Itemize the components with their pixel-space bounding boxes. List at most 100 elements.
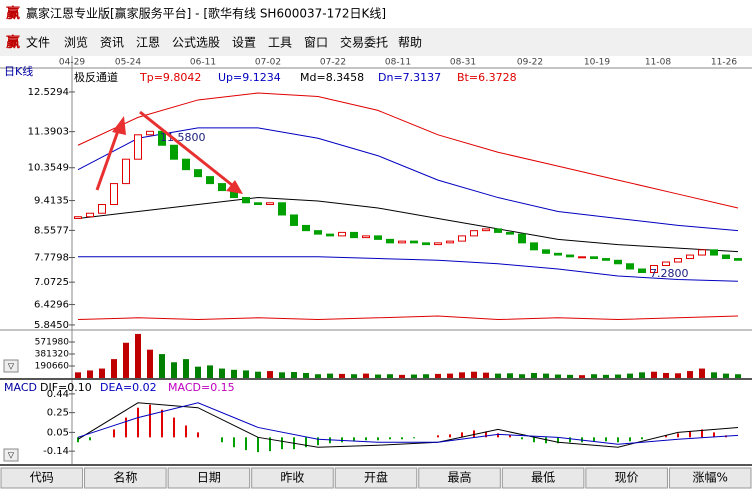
- table-header-cell[interactable]: [334, 467, 418, 489]
- y-tick-label: -0.14: [43, 446, 69, 457]
- menu-item[interactable]: 交易委托: [340, 35, 388, 50]
- volume-bar: [495, 373, 501, 378]
- table-header-cell[interactable]: [501, 467, 585, 489]
- annotation: 11.5800: [160, 131, 206, 144]
- volume-bar: [123, 342, 129, 378]
- macd-line: [77, 402, 739, 448]
- candle: [362, 235, 370, 239]
- volume-bar: [555, 374, 561, 378]
- arrows: [95, 110, 243, 194]
- candle: [278, 202, 286, 216]
- volume-bar: [315, 374, 321, 378]
- candle: [710, 249, 718, 256]
- candle: [482, 228, 490, 232]
- table-header-cell[interactable]: [668, 467, 752, 489]
- date-label: 08-31: [450, 58, 476, 68]
- scroll-glyph: ▽: [8, 362, 15, 371]
- volume-bar: [699, 368, 705, 378]
- volume-bar: [723, 373, 729, 378]
- y-tick-label: 8.5577: [34, 225, 69, 236]
- menu-item[interactable]: 江恩: [136, 36, 160, 50]
- table-header-cell[interactable]: [84, 467, 167, 489]
- volume-bar: [579, 375, 585, 378]
- volume-bar: [303, 372, 309, 378]
- date-label: 09-22: [517, 58, 543, 68]
- volume-bar: [615, 374, 621, 378]
- table-header-cell[interactable]: [0, 467, 84, 489]
- scroll-button[interactable]: [3, 359, 19, 373]
- y-tick-label: 6.4296: [34, 300, 69, 311]
- candle: [254, 202, 262, 206]
- candle: [722, 254, 730, 260]
- volume-bar: [375, 374, 381, 378]
- volume-bar: [471, 371, 477, 378]
- candle: [74, 216, 82, 219]
- candle: [182, 158, 190, 171]
- menu-icon[interactable]: 赢: [6, 34, 20, 51]
- band-label: Dn=7.3137: [378, 71, 441, 84]
- table-header-text: 涨幅%: [693, 470, 728, 485]
- volume-bar: [651, 371, 657, 378]
- scroll-button[interactable]: [3, 448, 19, 462]
- macd-label: DEA=0.02: [100, 381, 157, 394]
- period-label: 日K线: [4, 64, 33, 78]
- candle: [470, 230, 478, 237]
- volume-bar: [75, 372, 81, 378]
- table-header-text: 最高: [448, 470, 472, 485]
- candle: [662, 261, 670, 267]
- y-tick-label: 7.7798: [34, 253, 69, 264]
- candle: [350, 231, 358, 239]
- volume-bar: [147, 349, 153, 378]
- table-header-text: 名称: [113, 470, 137, 485]
- table-header-text: 昨收: [280, 471, 304, 485]
- menu-item[interactable]: 设置: [232, 36, 256, 50]
- volume-bar: [111, 359, 117, 378]
- y-tick-label: 190660: [35, 362, 70, 372]
- candle: [542, 249, 550, 254]
- volume-bar: [627, 373, 633, 378]
- date-label: 08-11: [385, 58, 411, 68]
- candle: [374, 235, 382, 240]
- volume-bar: [255, 371, 261, 378]
- volume-bar: [207, 365, 213, 378]
- menu-item[interactable]: 帮助: [398, 36, 422, 50]
- candle: [650, 265, 658, 273]
- y-tick-label: 571980: [35, 338, 70, 348]
- candle: [386, 238, 394, 244]
- band-label: Tp=9.8042: [139, 71, 201, 84]
- menu-item[interactable]: 公式选股: [172, 36, 220, 50]
- macd-label: MACD=0.15: [168, 381, 235, 394]
- band-line: [77, 127, 739, 232]
- candle: [266, 202, 274, 206]
- band-label: Bt=6.3728: [457, 71, 517, 84]
- table-header-cell[interactable]: [251, 467, 334, 489]
- menu-item[interactable]: 工具: [268, 36, 292, 50]
- y-tick-label: 7.0725: [34, 277, 69, 288]
- date-label: 11-26: [711, 58, 737, 68]
- volume-bar: [735, 374, 741, 378]
- candle: [578, 256, 586, 259]
- scroll-glyph: ▽: [8, 451, 15, 460]
- table-header-cell[interactable]: [167, 467, 251, 489]
- menu-item[interactable]: 窗口: [304, 36, 328, 50]
- candle: [326, 233, 334, 237]
- candle: [530, 242, 538, 251]
- candle: [686, 254, 694, 260]
- volume-bar: [423, 374, 429, 378]
- table-header-cell[interactable]: [418, 467, 501, 489]
- candle: [86, 212, 94, 218]
- candle: [590, 256, 598, 260]
- menu-item[interactable]: 资讯: [100, 36, 124, 50]
- macd-title: MACD: [4, 381, 37, 394]
- volume-bar: [327, 373, 333, 378]
- volume-bar: [543, 373, 549, 378]
- candle: [506, 231, 514, 235]
- table-header-cell[interactable]: [585, 467, 668, 489]
- indicator-name: 极反通道: [74, 70, 118, 84]
- band-line: [78, 256, 739, 282]
- date-label: 11-08: [645, 58, 671, 68]
- band-line: [77, 197, 739, 253]
- menu-item[interactable]: 浏览: [64, 35, 88, 50]
- volume-bar: [663, 372, 669, 378]
- menu-item[interactable]: 文件: [26, 35, 50, 50]
